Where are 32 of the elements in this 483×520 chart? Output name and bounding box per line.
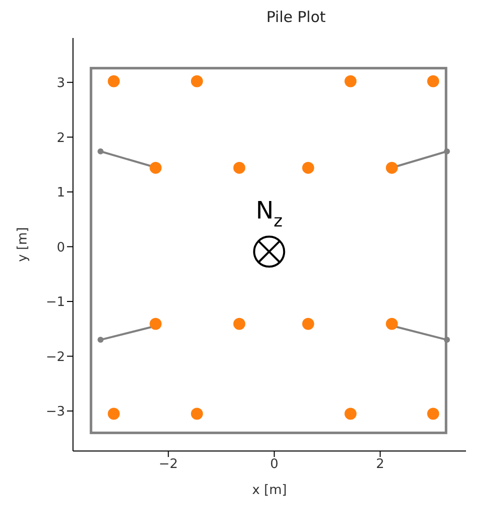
y-tick-label: −2 [46,350,65,365]
point [427,408,440,420]
point [98,336,104,343]
point [386,318,398,330]
point [427,75,440,88]
y-tick-label: −3 [46,404,65,420]
point [302,162,314,174]
x-tick-label: −2 [158,457,178,472]
x-axis-title: x [m] [252,483,287,498]
y-tick-label: 3 [56,76,65,91]
point [233,162,246,174]
y-tick-label: −1 [46,295,65,310]
x-tick-label: 2 [376,457,384,472]
chart-title: Pile Plot [265,8,327,26]
y-tick-label: 1 [56,186,65,201]
x-tick-label: 0 [270,457,278,472]
point [233,318,246,330]
point [150,162,162,174]
point [150,318,162,330]
point [344,75,357,88]
point [108,75,120,88]
y-axis-title: y [m] [16,227,31,262]
point [108,408,120,420]
point [386,162,398,174]
point [302,318,314,330]
y-tick-label: 2 [56,130,65,146]
point [98,148,104,154]
annotation: N$_{z}$ [256,196,283,232]
y-tick-label: 0 [56,240,65,256]
point [190,75,203,88]
point [190,408,203,420]
point [344,408,357,420]
